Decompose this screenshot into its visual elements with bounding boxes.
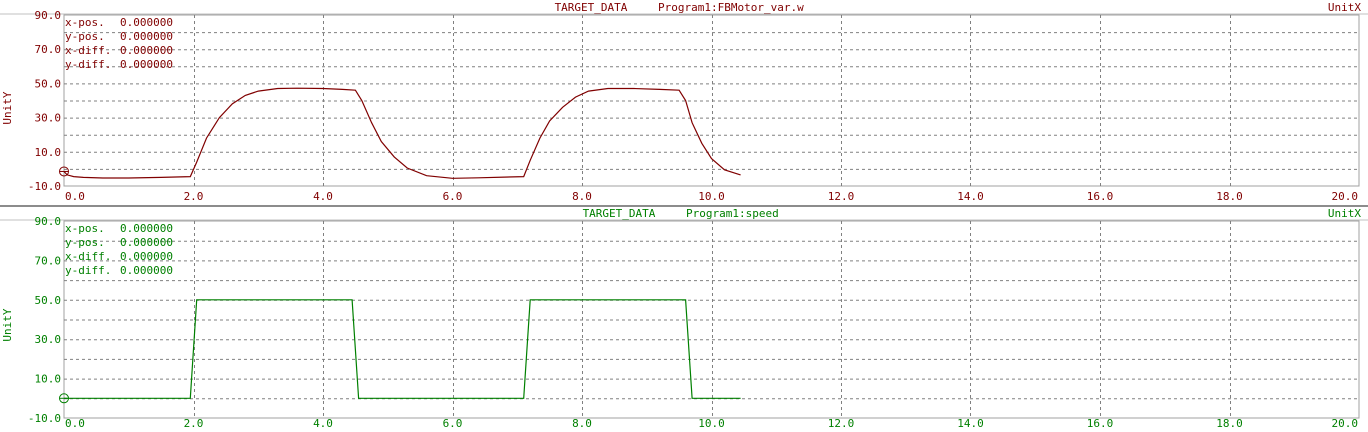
bottom-y-tick-label: 30.0 — [35, 333, 62, 346]
top-y-tick-label: -10.0 — [28, 180, 61, 193]
bottom-cursor-label: y-pos. — [65, 236, 105, 249]
bottom-cursor-value: 0.000000 — [120, 250, 173, 263]
bottom-source-label: TARGET_DATA — [583, 207, 656, 220]
top-x-tick-label: 12.0 — [828, 190, 855, 203]
bottom-series-line — [64, 299, 741, 399]
bottom-x-tick-label: 4.0 — [313, 417, 333, 430]
top-source-label: TARGET_DATA — [555, 1, 628, 14]
top-cursor-value: 0.000000 — [120, 44, 173, 57]
panel-separator[interactable] — [0, 205, 1368, 207]
top-x-tick-label: 0.0 — [65, 190, 85, 203]
top-cursor-value: 0.000000 — [120, 58, 173, 71]
bottom-y-tick-label: -10.0 — [28, 412, 61, 425]
top-cursor-value: 0.000000 — [120, 16, 173, 29]
bottom-y-tick-label: 70.0 — [35, 254, 62, 267]
bottom-x-tick-label: 2.0 — [184, 417, 204, 430]
chart-panel-top[interactable]: 90.0 70.0 50.0 30.0 10.0 -10.0 0.0 2.0 4.0 6.0 8.0… — [0, 0, 1368, 205]
top-y-tick-label: 70.0 — [35, 43, 62, 56]
top-x-tick-label: 20.0 — [1332, 190, 1359, 203]
top-variable-label: Program1:FBMotor_var.w — [658, 1, 804, 14]
bottom-x-axis-unit: UnitX — [1328, 207, 1361, 220]
top-x-tick-label: 2.0 — [184, 190, 204, 203]
bottom-cursor-label: x-diff. — [65, 250, 111, 263]
bottom-cursor-label: x-pos. — [65, 222, 105, 235]
bottom-y-tick-label: 50.0 — [35, 294, 62, 307]
top-series-line — [63, 87, 741, 179]
bottom-x-tick-label: 14.0 — [957, 417, 984, 430]
top-cursor-label: x-diff. — [65, 44, 111, 57]
bottom-x-tick-label: 8.0 — [572, 417, 592, 430]
bottom-x-tick-label: 10.0 — [698, 417, 725, 430]
top-x-tick-label: 6.0 — [443, 190, 463, 203]
top-y-tick-label: 30.0 — [35, 112, 62, 125]
top-cursor-value: 0.000000 — [120, 30, 173, 43]
chart-top[interactable]: 90.0 70.0 50.0 30.0 10.0 -10.0 0.0 2.0 4.0 6.0 8.0… — [0, 0, 1368, 205]
bottom-variable-label: Program1:speed — [686, 207, 779, 220]
top-x-tick-label: 14.0 — [957, 190, 984, 203]
top-y-tick-label: 10.0 — [35, 146, 62, 159]
top-y-tick-label: 90.0 — [35, 9, 62, 22]
top-x-tick-label: 8.0 — [572, 190, 592, 203]
bottom-cursor-label: y-diff. — [65, 264, 111, 277]
top-cursor-label: x-pos. — [65, 16, 105, 29]
bottom-x-tick-label: 6.0 — [443, 417, 463, 430]
top-cursor-marker[interactable] — [59, 166, 69, 177]
bottom-x-tick-label: 0.0 — [65, 417, 85, 430]
bottom-x-tick-label: 20.0 — [1332, 417, 1359, 430]
top-x-tick-label: 18.0 — [1216, 190, 1243, 203]
chart-panel-bottom[interactable]: 90.0 70.0 50.0 30.0 10.0 -10.0 0.0 2.0 4.0 6.0 8.0… — [0, 207, 1368, 432]
top-y-axis-unit: UnitY — [1, 91, 14, 124]
top-x-tick-label: 4.0 — [313, 190, 333, 203]
bottom-cursor-value: 0.000000 — [120, 236, 173, 249]
bottom-y-tick-label: 10.0 — [35, 373, 62, 386]
bottom-cursor-marker[interactable] — [59, 393, 69, 404]
top-cursor-label: y-diff. — [65, 58, 111, 71]
top-x-tick-label: 10.0 — [698, 190, 725, 203]
bottom-y-axis-unit: UnitY — [1, 308, 14, 341]
bottom-x-tick-label: 12.0 — [828, 417, 855, 430]
bottom-x-tick-label: 18.0 — [1216, 417, 1243, 430]
top-x-axis-unit: UnitX — [1328, 1, 1361, 14]
top-x-tick-label: 16.0 — [1087, 190, 1114, 203]
chart-bottom[interactable]: 90.0 70.0 50.0 30.0 10.0 -10.0 0.0 2.0 4.0 6.0 8.0… — [0, 207, 1368, 432]
bottom-y-tick-label: 90.0 — [35, 215, 62, 228]
bottom-cursor-value: 0.000000 — [120, 264, 173, 277]
bottom-x-tick-label: 16.0 — [1087, 417, 1114, 430]
top-cursor-label: y-pos. — [65, 30, 105, 43]
bottom-cursor-value: 0.000000 — [120, 222, 173, 235]
top-y-tick-label: 50.0 — [35, 77, 62, 90]
